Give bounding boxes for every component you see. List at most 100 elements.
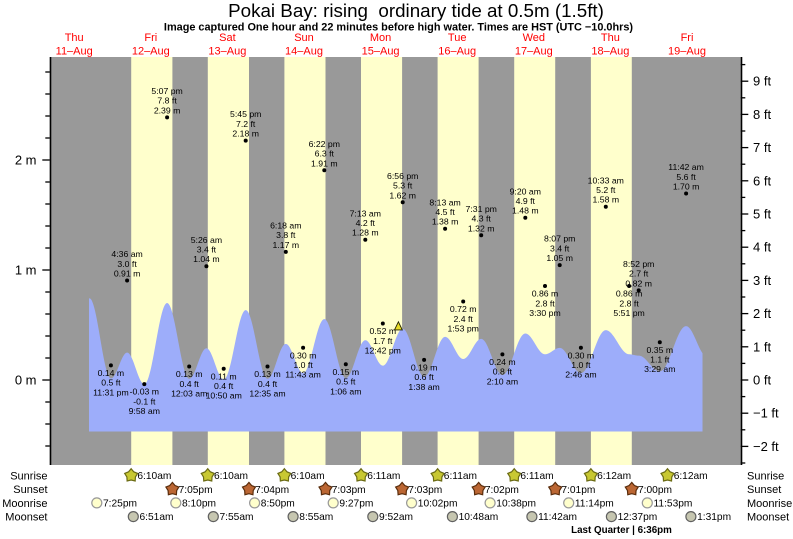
- svg-text:1:31pm: 1:31pm: [697, 512, 731, 523]
- svg-text:3:29 am: 3:29 am: [644, 364, 675, 374]
- svg-text:12:42 pm: 12:42 pm: [365, 346, 401, 356]
- svg-text:6 ft: 6 ft: [753, 173, 771, 188]
- svg-text:7 ft: 7 ft: [753, 140, 771, 155]
- svg-text:14–Aug: 14–Aug: [285, 46, 323, 58]
- svg-text:1.1 ft: 1.1 ft: [650, 355, 670, 365]
- svg-text:0.14 m: 0.14 m: [98, 368, 125, 378]
- svg-text:Moonrise: Moonrise: [2, 498, 47, 510]
- svg-text:13–Aug: 13–Aug: [208, 46, 246, 58]
- svg-text:3:30 pm: 3:30 pm: [529, 308, 560, 318]
- svg-text:0.13 m: 0.13 m: [254, 369, 281, 379]
- svg-text:17–Aug: 17–Aug: [515, 46, 553, 58]
- svg-text:−1 ft: −1 ft: [753, 406, 779, 421]
- svg-text:7:25pm: 7:25pm: [103, 499, 137, 510]
- svg-text:4 ft: 4 ft: [753, 240, 771, 255]
- svg-text:12–Aug: 12–Aug: [132, 46, 170, 58]
- svg-text:7:55am: 7:55am: [220, 512, 254, 523]
- svg-text:11–Aug: 11–Aug: [56, 46, 93, 58]
- svg-text:18–Aug: 18–Aug: [591, 46, 629, 58]
- svg-text:5.2 ft: 5.2 ft: [596, 185, 616, 195]
- svg-text:2 m: 2 m: [15, 153, 37, 168]
- svg-text:12:37pm: 12:37pm: [618, 512, 658, 523]
- svg-text:Image captured One hour and 22: Image captured One hour and 22 minutes b…: [164, 22, 633, 34]
- svg-text:3 ft: 3 ft: [753, 273, 771, 288]
- svg-text:6:56 pm: 6:56 pm: [387, 171, 418, 181]
- svg-text:19–Aug: 19–Aug: [668, 46, 706, 58]
- svg-text:1.70 m: 1.70 m: [673, 182, 700, 192]
- svg-text:2.7 ft: 2.7 ft: [629, 269, 649, 279]
- svg-text:12:03 am: 12:03 am: [171, 389, 207, 399]
- svg-text:Moonset: Moonset: [5, 512, 47, 524]
- svg-text:6:12am: 6:12am: [597, 471, 631, 482]
- svg-text:0.11 m: 0.11 m: [211, 371, 237, 381]
- svg-text:1:53 pm: 1:53 pm: [448, 324, 479, 334]
- svg-text:5:07 pm: 5:07 pm: [151, 86, 182, 96]
- svg-text:6:51am: 6:51am: [140, 512, 174, 523]
- svg-text:1.58 m: 1.58 m: [593, 195, 620, 205]
- svg-text:4.5 ft: 4.5 ft: [435, 207, 455, 217]
- svg-text:1.0 ft: 1.0 ft: [293, 360, 313, 370]
- svg-text:−2 ft: −2 ft: [753, 439, 779, 454]
- svg-text:1.62 m: 1.62 m: [389, 190, 416, 200]
- svg-text:0.52 m: 0.52 m: [370, 326, 397, 336]
- svg-text:Sat: Sat: [219, 32, 236, 44]
- svg-text:5:45 pm: 5:45 pm: [230, 109, 261, 119]
- svg-text:-0.03 m: -0.03 m: [130, 387, 159, 397]
- svg-text:6:11am: 6:11am: [367, 471, 400, 482]
- svg-text:Fri: Fri: [144, 32, 157, 44]
- svg-text:9:27pm: 9:27pm: [339, 499, 373, 510]
- svg-text:Sun: Sun: [294, 32, 314, 44]
- svg-text:6:10am: 6:10am: [291, 471, 325, 482]
- svg-text:1.04 m: 1.04 m: [193, 254, 220, 264]
- svg-text:6:11am: 6:11am: [520, 471, 553, 482]
- svg-text:Thu: Thu: [601, 32, 620, 44]
- svg-text:2:46 am: 2:46 am: [565, 370, 596, 380]
- svg-text:Thu: Thu: [65, 32, 84, 44]
- svg-text:8:13 am: 8:13 am: [429, 197, 460, 207]
- svg-text:7:04pm: 7:04pm: [255, 485, 289, 496]
- svg-text:1.91 m: 1.91 m: [311, 158, 338, 168]
- svg-text:6.3 ft: 6.3 ft: [315, 149, 335, 159]
- svg-text:0.91 m: 0.91 m: [114, 269, 141, 279]
- svg-text:6:11am: 6:11am: [444, 471, 477, 482]
- svg-text:Pokai Bay: rising ordinary ti: Pokai Bay: rising ordinary tide at 0.5m …: [228, 0, 604, 21]
- svg-text:6:10am: 6:10am: [137, 471, 171, 482]
- svg-text:0.8 ft: 0.8 ft: [493, 367, 513, 377]
- svg-text:8:52 pm: 8:52 pm: [623, 259, 654, 269]
- svg-text:0 m: 0 m: [15, 373, 37, 388]
- svg-text:0.35 m: 0.35 m: [647, 345, 674, 355]
- svg-text:5.3 ft: 5.3 ft: [393, 181, 413, 191]
- svg-text:0.4 ft: 0.4 ft: [258, 379, 278, 389]
- svg-text:Sunset: Sunset: [13, 484, 47, 496]
- svg-text:1:06 am: 1:06 am: [330, 386, 361, 396]
- svg-text:7:01pm: 7:01pm: [561, 485, 595, 496]
- svg-text:12:35 am: 12:35 am: [249, 389, 285, 399]
- svg-text:3.0 ft: 3.0 ft: [117, 259, 137, 269]
- svg-text:0.15 m: 0.15 m: [333, 367, 360, 377]
- svg-text:1 m: 1 m: [15, 263, 37, 278]
- svg-text:Sunset: Sunset: [747, 484, 781, 496]
- svg-text:8:55am: 8:55am: [299, 512, 333, 523]
- svg-text:8 ft: 8 ft: [753, 107, 771, 122]
- svg-text:2.39 m: 2.39 m: [154, 105, 181, 115]
- svg-text:7:05pm: 7:05pm: [179, 485, 213, 496]
- svg-text:15–Aug: 15–Aug: [362, 46, 400, 58]
- svg-text:1.28 m: 1.28 m: [352, 228, 379, 238]
- svg-text:7.2 ft: 7.2 ft: [236, 119, 256, 129]
- svg-text:10:50 am: 10:50 am: [206, 391, 242, 401]
- svg-text:0.72 m: 0.72 m: [450, 304, 477, 314]
- svg-text:4.2 ft: 4.2 ft: [356, 218, 376, 228]
- svg-text:3.4 ft: 3.4 ft: [197, 245, 217, 255]
- svg-text:11:42 am: 11:42 am: [668, 162, 704, 172]
- svg-text:8:07 pm: 8:07 pm: [544, 234, 575, 244]
- svg-text:10:02pm: 10:02pm: [418, 499, 458, 510]
- svg-text:0.30 m: 0.30 m: [568, 350, 595, 360]
- svg-text:2.18 m: 2.18 m: [232, 129, 259, 139]
- svg-text:0.82 m: 0.82 m: [625, 278, 652, 288]
- svg-text:9:58 am: 9:58 am: [129, 406, 160, 416]
- svg-text:0.5 ft: 0.5 ft: [336, 377, 356, 387]
- svg-text:5.6 ft: 5.6 ft: [676, 172, 696, 182]
- svg-text:9 ft: 9 ft: [753, 74, 771, 89]
- svg-text:0.4 ft: 0.4 ft: [180, 379, 200, 389]
- svg-text:5:51 pm: 5:51 pm: [613, 308, 644, 318]
